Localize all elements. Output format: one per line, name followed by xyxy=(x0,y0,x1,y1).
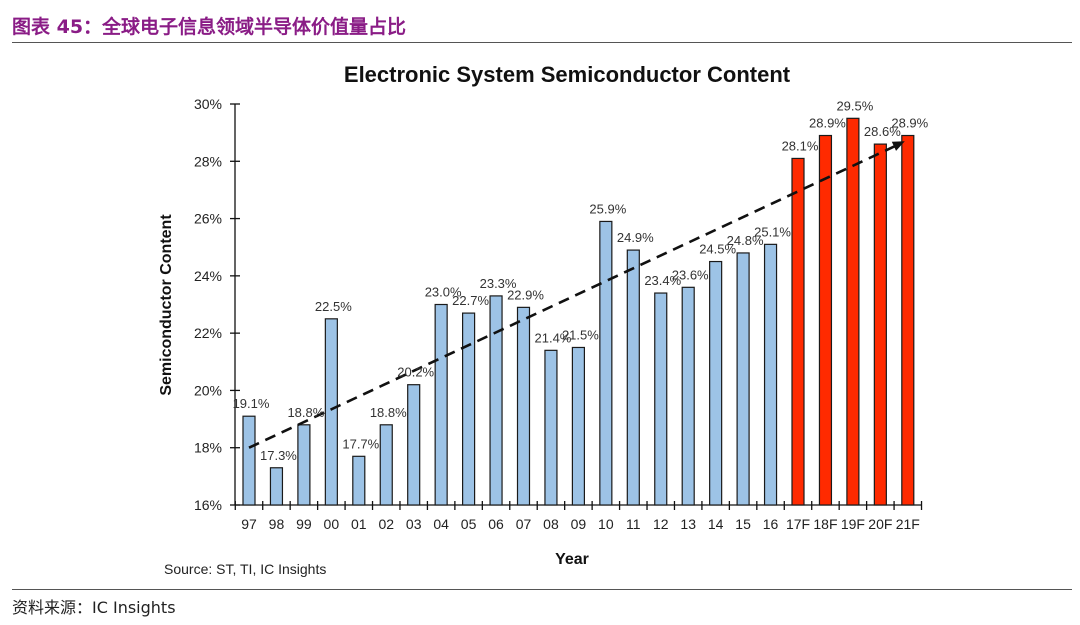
x-tick-label: 98 xyxy=(269,516,285,532)
bar xyxy=(846,117,860,506)
data-label: 29.5% xyxy=(836,98,873,113)
data-label: 28.1% xyxy=(782,138,819,153)
bar xyxy=(407,384,421,506)
x-tick-label: 14 xyxy=(708,516,724,532)
y-tick-label: 22% xyxy=(194,325,222,341)
x-tick-label: 00 xyxy=(324,516,340,532)
x-tick-label: 01 xyxy=(351,516,367,532)
bar xyxy=(681,286,695,506)
bar xyxy=(763,243,778,506)
data-label: 28.9% xyxy=(891,116,928,131)
data-label: 21.4% xyxy=(535,330,572,345)
bar xyxy=(297,424,311,506)
y-tick-label: 16% xyxy=(194,497,222,513)
bar xyxy=(544,349,558,506)
x-tick-label: 16 xyxy=(763,516,779,532)
bar xyxy=(791,157,805,506)
bar xyxy=(269,467,284,506)
x-tick-label: 04 xyxy=(433,516,449,532)
bar xyxy=(873,143,887,506)
bar xyxy=(901,134,915,506)
header-divider xyxy=(12,42,1072,43)
data-label: 18.8% xyxy=(370,405,407,420)
bar xyxy=(516,306,531,506)
trend-line xyxy=(248,145,896,449)
bar xyxy=(654,292,668,506)
bar xyxy=(324,318,338,506)
bar xyxy=(626,249,640,506)
data-label: 24.9% xyxy=(617,230,654,245)
data-label: 24.8% xyxy=(727,233,764,248)
bar xyxy=(242,415,256,506)
x-tick-label: 09 xyxy=(571,516,587,532)
bar xyxy=(571,346,586,506)
data-label: 23.3% xyxy=(480,276,517,291)
y-tick-label: 24% xyxy=(194,268,222,284)
bar xyxy=(818,134,833,506)
source-text: 资料来源：IC Insights xyxy=(12,598,176,617)
x-tick-label: 07 xyxy=(516,516,532,532)
x-tick-label: 11 xyxy=(626,516,641,532)
x-tick-label: 12 xyxy=(653,516,669,532)
bar xyxy=(709,260,723,506)
x-tick-label: 05 xyxy=(461,516,477,532)
y-tick-label: 20% xyxy=(194,382,222,398)
figure-caption: 图表 45：全球电子信息领域半导体价值量占比 xyxy=(12,16,407,38)
y-axis-label: Semiconductor Content xyxy=(158,214,175,396)
data-label: 23.0% xyxy=(425,285,462,300)
data-label: 23.4% xyxy=(644,273,681,288)
y-tick-label: 26% xyxy=(194,211,222,227)
data-label: 18.8% xyxy=(287,405,324,420)
bar xyxy=(434,303,448,506)
data-label: 24.5% xyxy=(699,242,736,257)
x-tick-label: 21F xyxy=(896,516,920,532)
bar xyxy=(462,312,476,506)
x-axis-label: Year xyxy=(555,551,589,568)
data-label: 28.9% xyxy=(809,116,846,131)
source-note: Source: ST, TI, IC Insights xyxy=(164,561,326,577)
footer-divider xyxy=(12,589,1072,590)
x-tick-label: 17F xyxy=(786,516,810,532)
data-label: 19.1% xyxy=(233,396,270,411)
y-tick-label: 28% xyxy=(194,153,222,169)
bar xyxy=(736,252,750,506)
trend-arrow-icon xyxy=(891,141,905,151)
x-tick-label: 20F xyxy=(868,516,892,532)
data-label: 21.5% xyxy=(562,327,599,342)
x-tick-label: 13 xyxy=(680,516,696,532)
data-label: 28.6% xyxy=(864,124,901,139)
bar xyxy=(489,295,503,506)
x-tick-label: 02 xyxy=(378,516,394,532)
y-tick-label: 18% xyxy=(194,440,222,456)
x-tick-label: 15 xyxy=(735,516,751,532)
data-label: 17.7% xyxy=(342,436,379,451)
x-tick-label: 10 xyxy=(598,516,614,532)
x-tick-label: 18F xyxy=(813,516,837,532)
x-tick-label: 08 xyxy=(543,516,559,532)
bar xyxy=(379,424,393,506)
data-label: 20.2% xyxy=(397,365,434,380)
x-tick-label: 06 xyxy=(488,516,504,532)
x-tick-label: 97 xyxy=(241,516,257,532)
bar xyxy=(599,220,613,506)
x-tick-label: 19F xyxy=(841,516,865,532)
data-label: 22.9% xyxy=(507,287,544,302)
chart-title: Electronic System Semiconductor Content xyxy=(344,62,791,87)
data-label: 25.1% xyxy=(754,224,791,239)
bar xyxy=(352,455,366,506)
data-label: 23.6% xyxy=(672,267,709,282)
x-tick-label: 03 xyxy=(406,516,422,532)
data-label: 17.3% xyxy=(260,448,297,463)
data-label: 22.5% xyxy=(315,299,352,314)
x-tick-label: 99 xyxy=(296,516,312,532)
y-tick-label: 30% xyxy=(194,96,222,112)
data-label: 22.7% xyxy=(452,293,489,308)
data-label: 25.9% xyxy=(589,201,626,216)
